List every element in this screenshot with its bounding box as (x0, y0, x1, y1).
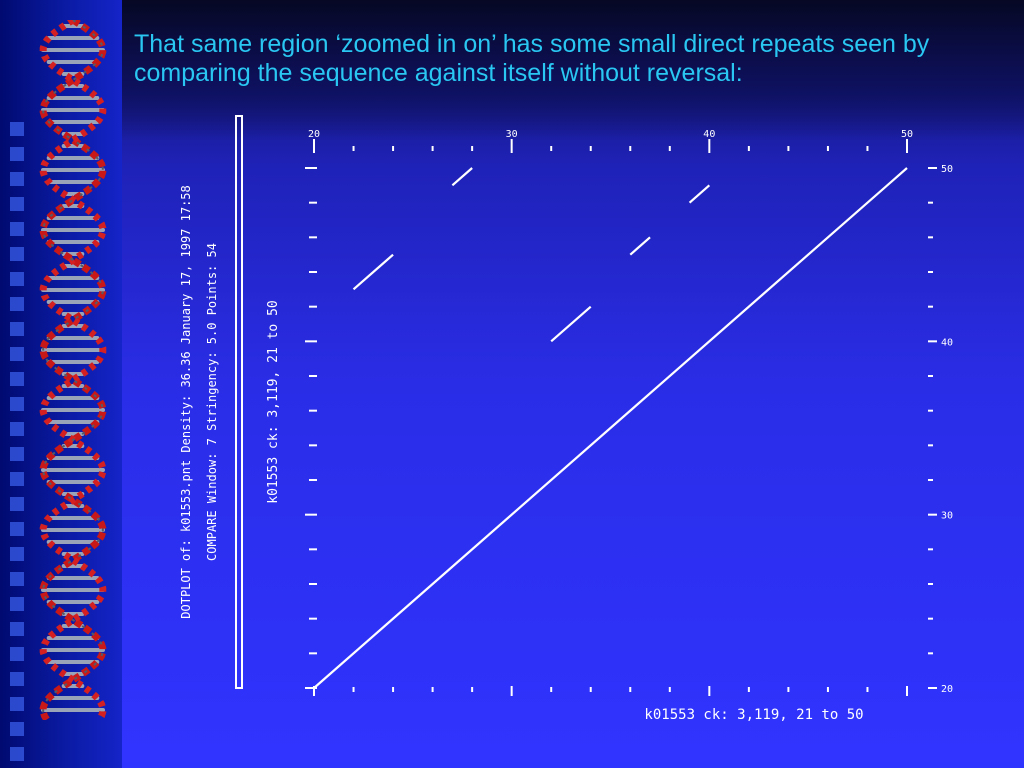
decor-square (10, 597, 24, 611)
right-tick-label: 20 (941, 684, 953, 695)
decor-square (10, 672, 24, 686)
dna-atom-detail (42, 20, 104, 720)
decor-square (10, 122, 24, 136)
decor-square (10, 272, 24, 286)
header-frame (235, 115, 243, 689)
right-tick-label: 50 (941, 164, 953, 175)
decor-square (10, 297, 24, 311)
left-tick-marks (305, 167, 317, 689)
top-tick-label: 20 (308, 129, 320, 140)
decor-square (10, 622, 24, 636)
right-tick-label: 30 (941, 511, 953, 522)
right-tick-marks: 50 40 30 20 (928, 164, 953, 695)
right-tick-label: 40 (941, 337, 953, 348)
decor-square (10, 172, 24, 186)
decor-square (10, 522, 24, 536)
dotplot-lines (313, 167, 908, 689)
decor-square (10, 347, 24, 361)
bottom-tick-marks (313, 686, 908, 696)
repeat-segment (451, 167, 473, 187)
repeat-segment (352, 253, 394, 291)
decor-square (10, 222, 24, 236)
top-gradient-band (0, 0, 1024, 140)
decor-square (10, 247, 24, 261)
decor-square (10, 647, 24, 661)
y-axis-label: k01553 ck: 3,119, 21 to 50 (266, 300, 281, 504)
decor-square (10, 722, 24, 736)
decor-square (10, 572, 24, 586)
decor-square (10, 322, 24, 336)
decor-square (10, 397, 24, 411)
slide-title: That same region ‘zoomed in on’ has some… (134, 30, 930, 87)
decor-square (10, 697, 24, 711)
top-tick-label: 40 (703, 129, 715, 140)
decor-square (10, 147, 24, 161)
top-tick-label: 30 (506, 129, 518, 140)
x-axis-label: k01553 ck: 3,119, 21 to 50 (644, 707, 863, 723)
dna-helix-image (39, 20, 107, 720)
decor-square (10, 447, 24, 461)
decor-square (10, 497, 24, 511)
repeat-segment (688, 184, 711, 204)
decor-square (10, 547, 24, 561)
top-tick-marks: 20 30 40 50 (308, 129, 913, 153)
main-diagonal (313, 167, 908, 689)
header-line-1: DOTPLOT of: k01553.pnt Density: 36.36 Ja… (179, 185, 193, 618)
repeat-segment (550, 305, 592, 343)
decor-square (10, 422, 24, 436)
decor-square (10, 372, 24, 386)
decor-square (10, 747, 24, 761)
decor-square (10, 472, 24, 486)
decor-square (10, 197, 24, 211)
top-tick-label: 50 (901, 129, 913, 140)
header-line-2: COMPARE Window: 7 Stringency: 5.0 Points… (205, 243, 219, 561)
repeat-segment (629, 236, 651, 256)
